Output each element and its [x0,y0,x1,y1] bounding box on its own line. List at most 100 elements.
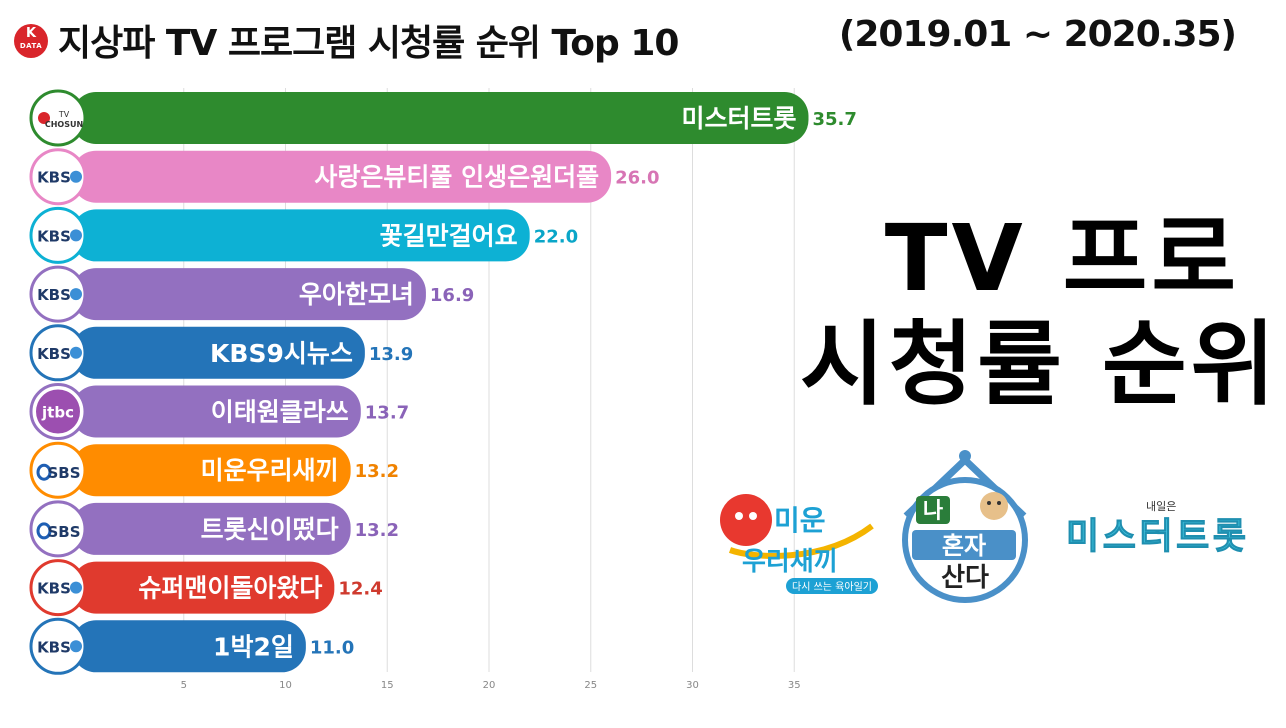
bar [72,326,365,379]
kbs-dot-icon [70,346,82,359]
bar-category-label: 미스터트롯 [681,104,796,133]
brand-k: K [25,26,37,41]
bar [72,444,351,497]
sbs-ring-icon [36,463,52,481]
channel-logo-text: CHOSUN [45,120,83,129]
bar-category-label: 이태원클라쓰 [211,398,349,427]
bar [72,92,809,144]
x-axis: 5 10 15 20 25 30 35 [181,680,801,691]
channel-logo-text: KBS [37,286,71,304]
bar-value-label: 13.2 [355,461,399,482]
jtbc-disc-icon [36,389,80,434]
channel-logo-icon [29,559,87,617]
kbs-dot-icon [70,640,82,653]
bar [72,268,426,321]
bar-value-label: 12.4 [338,579,382,600]
channel-logo-icon [29,148,87,206]
bar [72,150,612,203]
bar-category-label: 트롯신이떴다 [201,515,339,544]
bar [72,620,306,673]
channel-logo-icon [29,89,87,147]
bar-row: KBS9시뉴스 13.9 KBS [29,324,413,382]
bar-value-label: 22.0 [534,226,578,247]
chart-title: 지상파 TV 프로그램 시청률 순위 Top 10 [58,23,679,64]
kbs-dot-icon [70,170,82,183]
mister-trot-logo-icon: 내일은 미스터트롯 [1066,499,1247,558]
x-tick-label: 20 [483,680,496,691]
bar-row: 우아한모녀 16.9 KBS [29,265,474,323]
na-honja-sanda-logo-icon: 나 혼자 산다 [902,450,1028,603]
channel-logo-icon [29,500,87,558]
chart-period: (2019.01 ~ 2020.35) [838,14,1237,55]
x-tick-label: 15 [381,680,394,691]
bar-value-label: 13.7 [365,403,409,424]
bar-value-label: 16.9 [430,285,474,306]
x-tick-label: 35 [788,680,801,691]
bar-category-label: 슈퍼맨이돌아왔다 [138,574,322,603]
chosun-dot-icon [38,112,50,124]
overlay-line-1: TV 프로 [884,205,1240,312]
bar-value-label: 13.2 [355,520,399,541]
sbs-ring-icon [36,522,52,540]
channel-logo-text: TV [58,110,70,119]
bar [72,502,351,555]
bar-category-label: 1박2일 [213,632,294,661]
channel-logo-text: KBS [37,580,71,598]
kbs-dot-icon [70,229,82,242]
channel-logo-icon [29,206,87,264]
channel-logo-icon [29,441,87,499]
svg-text:내일은: 내일은 [1146,499,1176,513]
bar-row: 이태원클라쓰 13.7 jtbc [29,383,409,440]
channel-logo-text: KBS [37,169,71,187]
bar-category-label: 사랑은뷰티풀 인생은원더풀 [314,163,599,192]
bar-row: 꽃길만걸어요 22.0 KBS [29,206,578,264]
x-tick-label: 25 [584,680,597,691]
channel-logo-text: KBS [37,345,71,363]
bar-row: 슈퍼맨이돌아왔다 12.4 KBS [29,559,383,617]
bar-category-label: 꽃길만걸어요 [380,221,518,250]
channel-logo-text: jtbc [41,404,74,422]
channel-logo-icon [29,265,87,323]
miun-woori-saekki-logo-icon: 미운 우리새끼 다시 쓰는 육아일기 [720,494,878,594]
svg-text:다시 쓰는 육아일기: 다시 쓰는 육아일기 [792,581,872,593]
bar-category-label: 미운우리새끼 [201,456,339,485]
bar-row: 1박2일 11.0 KBS [29,617,354,675]
overlay-caption: TV 프로 시청률 순위 [800,205,1280,418]
channel-logo-icon [29,324,87,382]
kbs-dot-icon [70,288,82,301]
channel-logo-text: KBS [37,638,71,656]
bar-row: 미운우리새끼 13.2 SBS [29,441,399,499]
bar-value-label: 11.0 [310,637,354,658]
kdata-logo-icon: K DATA [14,24,48,58]
bar-value-label: 26.0 [615,168,659,189]
channel-logo-text: SBS [47,464,80,482]
bar [72,209,530,262]
x-tick-label: 30 [686,680,699,691]
channel-logo-text: KBS [37,227,71,245]
bar-category-label: 우아한모녀 [299,280,414,309]
brand-text: DATA [19,42,43,50]
kbs-dot-icon [70,581,82,594]
channel-logo-icon [29,617,87,675]
channel-logo-text: SBS [47,523,80,541]
svg-text:혼자: 혼자 [942,532,986,560]
svg-text:산다: 산다 [941,563,989,593]
bar-value-label: 13.9 [369,344,413,365]
svg-text:미스터트롯: 미스터트롯 [1066,516,1246,557]
svg-text:우리새끼: 우리새끼 [742,547,838,577]
x-tick-label: 5 [181,680,187,691]
overlay-line-2: 시청률 순위 [800,311,1280,418]
bar-row: 트롯신이떴다 13.2 SBS [29,500,399,558]
x-tick-label: 10 [279,680,292,691]
svg-text:나: 나 [923,499,943,524]
bar [72,385,361,438]
svg-text:미운: 미운 [774,504,826,537]
bar-row: 사랑은뷰티풀 인생은원더풀 26.0 KBS [29,148,660,206]
bar-category-label: KBS9시뉴스 [210,339,353,368]
header: K DATA 지상파 TV 프로그램 시청률 순위 Top 10 (2019.0… [0,0,1286,86]
bar-value-label: 35.7 [812,109,856,130]
bar [72,561,335,614]
